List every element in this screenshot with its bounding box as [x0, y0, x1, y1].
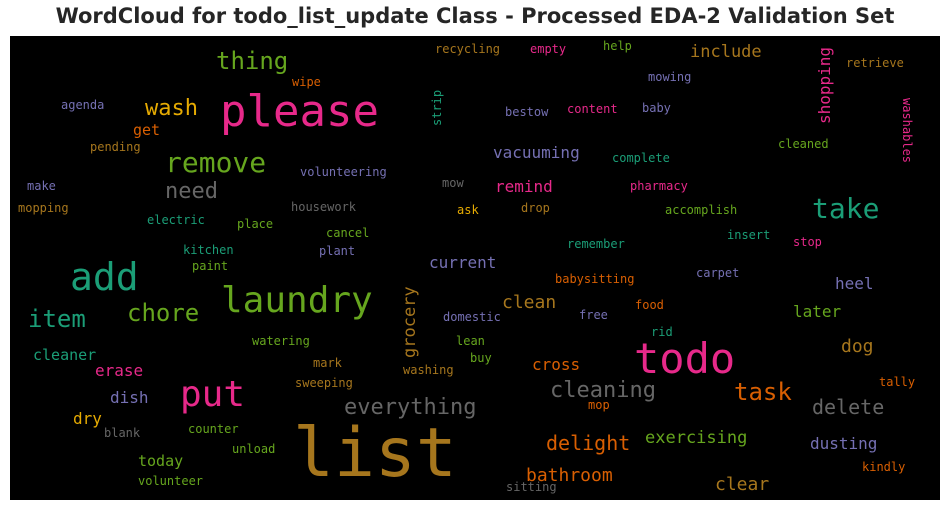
- word-mow: mow: [442, 176, 464, 190]
- word-counter: counter: [188, 422, 239, 436]
- word-put: put: [180, 374, 245, 415]
- word-blank: blank: [104, 426, 141, 440]
- word-exercising: exercising: [645, 428, 747, 448]
- word-content: content: [567, 102, 618, 116]
- word-item: item: [28, 305, 86, 333]
- word-stop: stop: [793, 235, 822, 249]
- word-carpet: carpet: [696, 266, 739, 280]
- word-wipe: wipe: [292, 75, 321, 89]
- chart-title: WordCloud for todo_list_update Class - P…: [55, 4, 895, 28]
- word-dish: dish: [110, 388, 149, 407]
- word-baby: baby: [642, 101, 671, 115]
- word-kindly: kindly: [862, 460, 905, 474]
- word-mark: mark: [313, 356, 343, 370]
- word-thing: thing: [216, 47, 288, 75]
- word-place: place: [237, 217, 273, 231]
- word-remind: remind: [495, 177, 553, 196]
- word-pending: pending: [90, 140, 141, 154]
- word-volunteer: volunteer: [138, 474, 203, 488]
- word-watering: watering: [252, 334, 310, 348]
- word-take: take: [812, 192, 879, 225]
- word-todo: todo: [634, 334, 735, 383]
- word-accomplish: accomplish: [665, 203, 737, 217]
- word-heel: heel: [835, 274, 874, 293]
- word-erase: erase: [95, 361, 143, 380]
- word-retrieve: retrieve: [846, 56, 904, 70]
- word-empty: empty: [530, 42, 566, 56]
- word-washables: washables: [900, 98, 914, 163]
- word-bestow: bestow: [505, 105, 549, 119]
- word-wash: wash: [145, 96, 198, 121]
- word-clean: clean: [502, 292, 556, 313]
- word-insert: insert: [727, 228, 770, 242]
- word-cleaning: cleaning: [550, 378, 656, 403]
- word-list: list: [293, 414, 457, 493]
- word-drop: drop: [521, 201, 550, 215]
- word-mop: mop: [588, 398, 610, 412]
- word-kitchen: kitchen: [183, 243, 234, 257]
- word-delete: delete: [812, 395, 884, 419]
- word-plant: plant: [319, 244, 355, 258]
- word-domestic: domestic: [443, 310, 501, 324]
- word-bathroom: bathroom: [526, 465, 613, 486]
- word-cleaned: cleaned: [778, 137, 829, 151]
- word-task: task: [734, 378, 792, 406]
- word-everything: everything: [344, 395, 476, 420]
- word-need: need: [165, 179, 218, 204]
- word-add: add: [70, 255, 139, 299]
- word-current: current: [429, 253, 496, 272]
- word-ask: ask: [457, 203, 479, 217]
- word-unload: unload: [232, 442, 275, 456]
- word-lean: lean: [456, 334, 485, 348]
- word-sweeping: sweeping: [295, 376, 353, 390]
- word-agenda: agenda: [61, 98, 104, 112]
- word-remember: remember: [567, 237, 625, 251]
- word-paint: paint: [192, 259, 228, 273]
- word-cross: cross: [532, 355, 580, 374]
- word-mowing: mowing: [648, 70, 691, 84]
- word-laundry: laundry: [221, 280, 373, 321]
- word-dry: dry: [73, 409, 102, 428]
- word-food: food: [635, 298, 664, 312]
- wordcloud-svg: list please todo add laundry put take remove cho…: [18, 39, 915, 495]
- word-make: make: [27, 179, 56, 193]
- word-chore: chore: [127, 299, 199, 327]
- word-electric: electric: [147, 213, 205, 227]
- word-recycling: recycling: [435, 42, 500, 56]
- word-tally: tally: [879, 375, 915, 389]
- word-dog: dog: [841, 336, 874, 357]
- word-vacuuming: vacuuming: [493, 143, 580, 162]
- word-include: include: [690, 42, 762, 62]
- word-later: later: [793, 302, 842, 321]
- word-cancel: cancel: [326, 226, 369, 240]
- word-please: please: [220, 86, 379, 137]
- word-get: get: [133, 121, 160, 139]
- word-complete: complete: [612, 151, 670, 165]
- word-buy: buy: [470, 351, 492, 365]
- word-shopping: shopping: [815, 47, 834, 124]
- word-cleaner: cleaner: [33, 346, 96, 364]
- word-strip: strip: [430, 90, 444, 126]
- word-volunteering: volunteering: [300, 165, 387, 179]
- word-mopping: mopping: [18, 201, 69, 215]
- wordcloud-canvas: list please todo add laundry put take remove cho…: [10, 36, 940, 500]
- word-housework: housework: [291, 200, 357, 214]
- word-today: today: [138, 452, 183, 470]
- word-clear: clear: [715, 474, 769, 495]
- word-rid: rid: [651, 325, 673, 339]
- word-free: free: [579, 308, 608, 322]
- word-grocery: grocery: [400, 286, 420, 358]
- word-washing: washing: [403, 363, 454, 377]
- word-dusting: dusting: [810, 434, 877, 453]
- word-delight: delight: [546, 431, 630, 455]
- word-babysitting: babysitting: [555, 272, 634, 286]
- word-pharmacy: pharmacy: [630, 179, 688, 193]
- word-remove: remove: [165, 146, 266, 179]
- word-sitting: sitting: [506, 480, 557, 494]
- word-help: help: [603, 39, 632, 53]
